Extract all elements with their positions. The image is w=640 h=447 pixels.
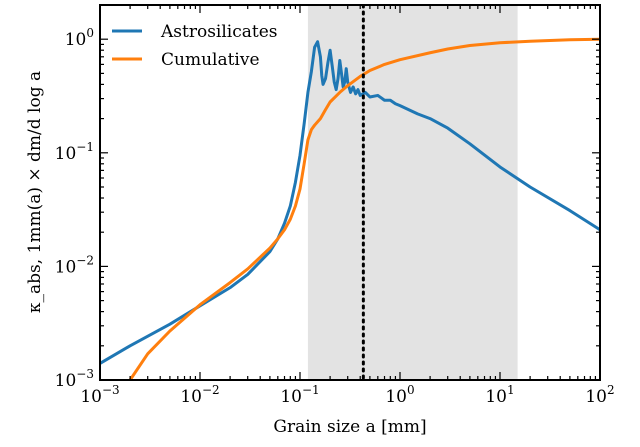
y-tick-label: 10−3: [55, 367, 94, 391]
legend: Astrosilicates Cumulative: [112, 22, 278, 70]
series-line-cumulative: [128, 37, 600, 380]
x-tick-labels: 10−3 10−2 10−1 100 101 102: [80, 383, 614, 407]
series-line-astrosilicates: [100, 40, 600, 365]
y-tick-label: 10−2: [55, 253, 94, 277]
legend-label-astrosilicates: Astrosilicates: [160, 22, 278, 42]
y-tick-label: 100: [65, 26, 94, 50]
y-tick-label: 10−1: [55, 140, 94, 164]
x-tick-label: 102: [585, 383, 614, 407]
x-tick-label: 10−3: [80, 383, 119, 407]
shaded-region: [307, 5, 518, 380]
x-tick-label: 101: [485, 383, 514, 407]
x-axis-label: Grain size a [mm]: [273, 417, 426, 437]
x-tick-label: 10−1: [280, 383, 319, 407]
series-layer: [100, 37, 600, 380]
shaded-band: [307, 5, 518, 380]
x-tick-label: 100: [385, 383, 414, 407]
plot-frame: [99, 4, 601, 381]
x-tick-label: 10−2: [180, 383, 219, 407]
y-tick-labels: 10−3 10−2 10−1 100: [55, 26, 94, 391]
legend-label-cumulative: Cumulative: [161, 50, 260, 70]
y-axis-label: κ_abs, 1mm(a) × dm/d log a: [25, 71, 45, 313]
